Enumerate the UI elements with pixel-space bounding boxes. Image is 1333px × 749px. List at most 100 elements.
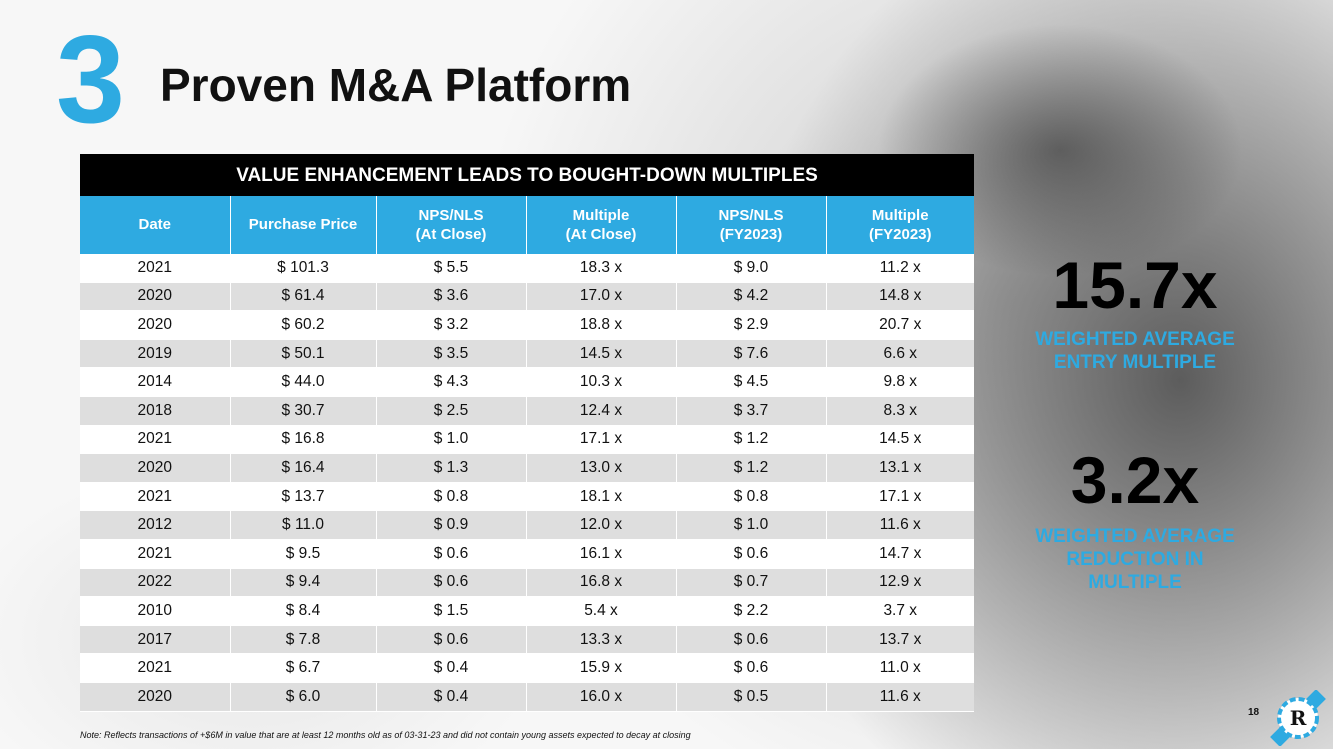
svg-text:R: R xyxy=(1290,706,1307,730)
table-cell: 14.5 x xyxy=(525,339,676,369)
table-cell: 2012 xyxy=(80,510,230,540)
table-cell: 2020 xyxy=(80,682,230,712)
table-row: 2022 $ 9.4 $ 0.6 16.8 x $ 0.7 12.9 x xyxy=(80,568,974,598)
table-cell: 2010 xyxy=(80,596,230,626)
table-cell: 14.7 x xyxy=(825,539,974,569)
table-row: 2020 $ 16.4 $ 1.3 13.0 x $ 1.2 13.1 x xyxy=(80,453,974,483)
page-number: 18 xyxy=(1248,707,1260,718)
column-header-line: (FY2023) xyxy=(868,226,932,243)
table-cell: $ 0.9 xyxy=(375,510,526,540)
table-row: 2017 $ 7.8 $ 0.6 13.3 x $ 0.6 13.7 x xyxy=(80,625,974,655)
table-cell: 2020 xyxy=(80,310,230,340)
table-body: 2021 $ 101.3 $ 5.5 18.3 x $ 9.0 11.2 x 2020 $ 6… xyxy=(80,254,974,712)
column-header-line: (FY2023) xyxy=(719,226,783,243)
column-header-line: Multiple xyxy=(572,206,630,224)
table-cell: $ 1.3 xyxy=(375,453,526,483)
table-cell: 2017 xyxy=(80,625,230,655)
table-cell: $ 9.4 xyxy=(229,568,376,598)
table-cell: 15.9 x xyxy=(525,653,676,683)
section-number: 3 xyxy=(56,11,125,149)
table-cell: $ 13.7 xyxy=(229,482,376,512)
table-cell: $ 2.9 xyxy=(675,310,826,340)
table-cell: $ 6.7 xyxy=(229,653,376,683)
column-header: Date xyxy=(80,196,230,254)
table-row: 2021 $ 16.8 $ 1.0 17.1 x $ 1.2 14.5 x xyxy=(80,425,974,455)
column-header-line: NPS/NLS xyxy=(718,206,784,224)
table-cell: $ 16.8 xyxy=(229,425,376,455)
table-cell: 16.0 x xyxy=(525,682,676,712)
table-cell: 2020 xyxy=(80,453,230,483)
table-cell: $ 8.4 xyxy=(229,596,376,626)
table-row: 2010 $ 8.4 $ 1.5 5.4 x $ 2.2 3.7 x xyxy=(80,596,974,626)
table-cell: 2021 xyxy=(80,653,230,683)
table-cell: 11.0 x xyxy=(825,653,974,683)
table-cell: 20.7 x xyxy=(825,310,974,340)
table-cell: 12.0 x xyxy=(525,510,676,540)
footnote: Note: Reflects transactions of +$6M in v… xyxy=(80,730,691,740)
multiples-table: Date Purchase Price NPS/NLS (At Close) Multi… xyxy=(80,196,974,712)
table-cell: $ 0.6 xyxy=(675,625,826,655)
r-logo-icon: R xyxy=(1270,690,1326,746)
table-cell: $ 7.8 xyxy=(229,625,376,655)
table-cell: 14.8 x xyxy=(825,282,974,312)
table-banner: VALUE ENHANCEMENT LEADS TO BOUGHT-DOWN M… xyxy=(80,154,974,196)
table-cell: 2020 xyxy=(80,282,230,312)
table-cell: 2018 xyxy=(80,396,230,426)
table-cell: $ 16.4 xyxy=(229,453,376,483)
table-cell: 14.5 x xyxy=(825,425,974,455)
column-header-line: Date xyxy=(138,216,171,234)
table-cell: $ 0.5 xyxy=(675,682,826,712)
table-cell: 2022 xyxy=(80,568,230,598)
table-cell: 18.3 x xyxy=(525,254,676,283)
table-cell: $ 61.4 xyxy=(229,282,376,312)
table-cell: $ 3.7 xyxy=(675,396,826,426)
table-cell: $ 9.0 xyxy=(675,254,826,283)
table-cell: $ 0.8 xyxy=(375,482,526,512)
table-cell: 13.0 x xyxy=(525,453,676,483)
table-cell: 11.6 x xyxy=(825,682,974,712)
table-cell: 17.1 x xyxy=(825,482,974,512)
table-cell: $ 60.2 xyxy=(229,310,376,340)
reduction-multiple-label: WEIGHTED AVERAGE REDUCTION IN MULTIPLE xyxy=(1005,525,1265,594)
table-cell: $ 9.5 xyxy=(229,539,376,569)
column-header: NPS/NLS (FY2023) xyxy=(675,196,826,254)
table-row: 2014 $ 44.0 $ 4.3 10.3 x $ 4.5 9.8 x xyxy=(80,367,974,397)
table-cell: $ 4.3 xyxy=(375,367,526,397)
label-line: WEIGHTED AVERAGE xyxy=(1035,526,1235,547)
reduction-multiple-value: 3.2x xyxy=(1070,443,1200,517)
page-title: Proven M&A Platform xyxy=(160,59,632,111)
table-cell: 2019 xyxy=(80,339,230,369)
table-cell: 13.7 x xyxy=(825,625,974,655)
entry-multiple-value: 15.7x xyxy=(1052,248,1218,322)
table-cell: $ 44.0 xyxy=(229,367,376,397)
table-row: 2019 $ 50.1 $ 3.5 14.5 x $ 7.6 6.6 x xyxy=(80,339,974,369)
table-cell: $ 3.5 xyxy=(375,339,526,369)
table-cell: $ 30.7 xyxy=(229,396,376,426)
table-cell: 2021 xyxy=(80,539,230,569)
table-cell: 5.4 x xyxy=(525,596,676,626)
table-cell: $ 7.6 xyxy=(675,339,826,369)
table-cell: 9.8 x xyxy=(825,367,974,397)
table-cell: 2021 xyxy=(80,425,230,455)
table-cell: $ 0.6 xyxy=(675,539,826,569)
column-header-line: Multiple xyxy=(871,206,929,224)
table-cell: $ 3.6 xyxy=(375,282,526,312)
column-header-line: (At Close) xyxy=(565,226,637,243)
table-row: 2020 $ 6.0 $ 0.4 16.0 x $ 0.5 11.6 x xyxy=(80,682,974,712)
table-cell: $ 6.0 xyxy=(229,682,376,712)
column-header-line: Purchase Price xyxy=(248,216,358,234)
table-row: 2012 $ 11.0 $ 0.9 12.0 x $ 1.0 11.6 x xyxy=(80,510,974,540)
entry-multiple-label: WEIGHTED AVERAGE ENTRY MULTIPLE xyxy=(1005,328,1265,374)
table-row: 2020 $ 61.4 $ 3.6 17.0 x $ 4.2 14.8 x xyxy=(80,282,974,312)
table-cell: 2021 xyxy=(80,482,230,512)
table-cell: 18.8 x xyxy=(525,310,676,340)
table-cell: $ 1.2 xyxy=(675,453,826,483)
table-row: 2018 $ 30.7 $ 2.5 12.4 x $ 3.7 8.3 x xyxy=(80,396,974,426)
table-cell: 6.6 x xyxy=(825,339,974,369)
table-cell: $ 11.0 xyxy=(229,510,376,540)
table-cell: 11.2 x xyxy=(825,254,974,283)
table-row: 2020 $ 60.2 $ 3.2 18.8 x $ 2.9 20.7 x xyxy=(80,310,974,340)
table-row: 2021 $ 9.5 $ 0.6 16.1 x $ 0.6 14.7 x xyxy=(80,539,974,569)
table-cell: 17.0 x xyxy=(525,282,676,312)
table-cell: 2014 xyxy=(80,367,230,397)
